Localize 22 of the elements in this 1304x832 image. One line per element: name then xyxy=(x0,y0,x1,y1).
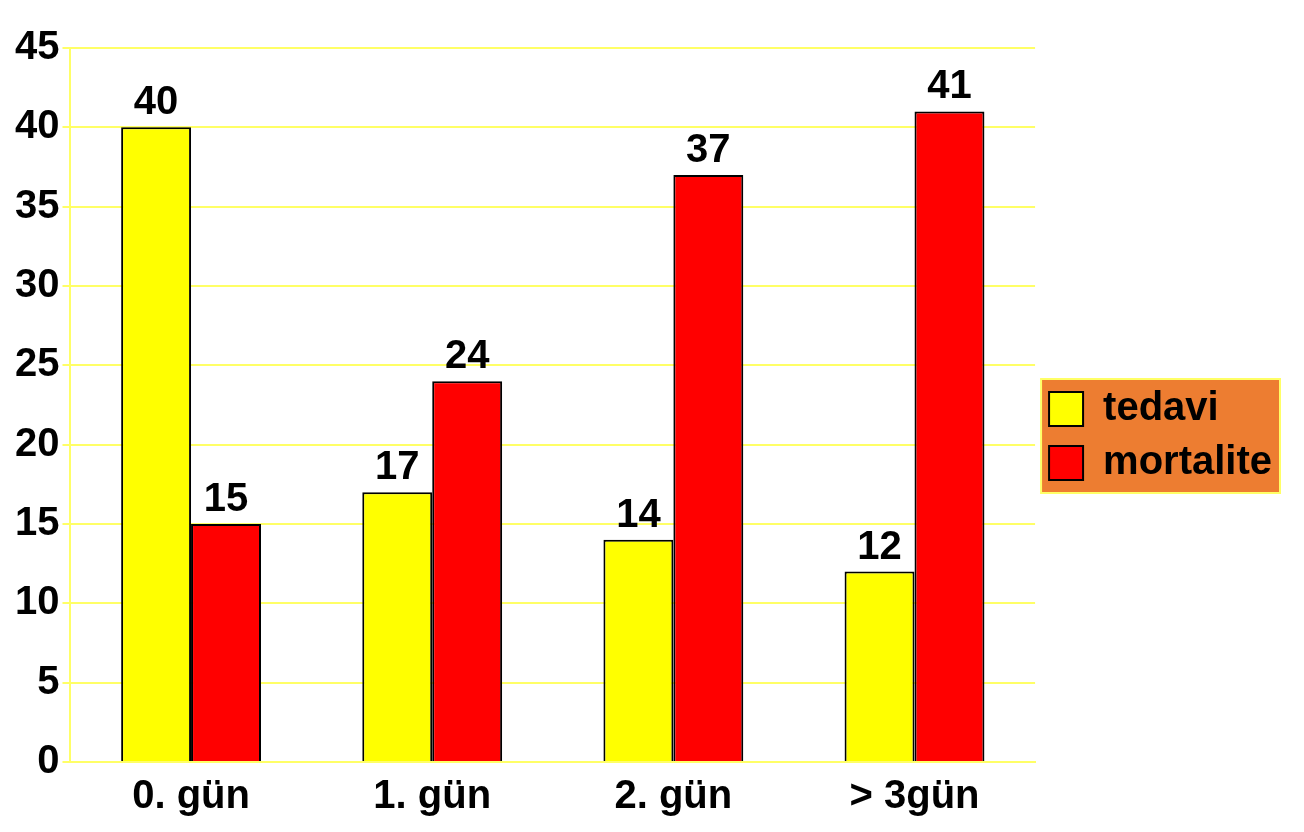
data-label: 40 xyxy=(133,78,179,123)
y-tick-label: 35 xyxy=(14,181,60,226)
x-tick-label: 1. gün xyxy=(373,772,492,817)
y-tick-label: 25 xyxy=(14,340,60,385)
y-tick-label: 20 xyxy=(14,419,60,464)
data-label: 12 xyxy=(857,522,902,567)
data-label: 37 xyxy=(686,125,731,170)
data-label: 41 xyxy=(927,62,972,107)
data-label: 15 xyxy=(203,475,249,520)
legend-label: tedavi xyxy=(1103,384,1219,429)
y-tick-label: 40 xyxy=(14,102,60,147)
data-label: 17 xyxy=(374,443,420,488)
y-tick-label: 5 xyxy=(37,657,60,702)
x-tick-label: > 3gün xyxy=(849,772,980,817)
x-tick-label: 0. gün xyxy=(132,772,250,817)
y-tick-label: 10 xyxy=(14,578,60,623)
legend-label: mortalite xyxy=(1103,438,1273,483)
y-tick-label: 0 xyxy=(37,737,60,782)
y-tick-label: 15 xyxy=(14,499,60,544)
x-tick-label: 2. gün xyxy=(614,772,733,817)
y-tick-label: 45 xyxy=(14,23,60,68)
y-tick-label: 30 xyxy=(14,261,60,306)
